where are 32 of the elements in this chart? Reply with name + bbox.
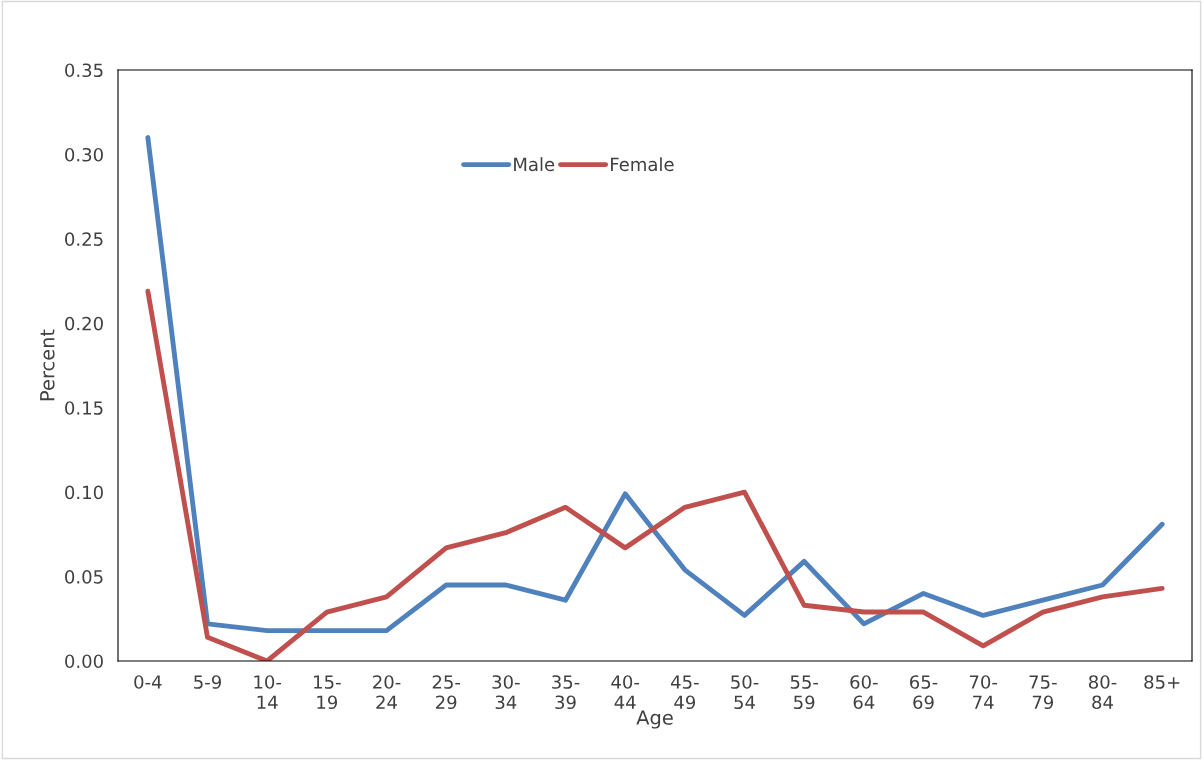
y-tick-label: 0.00 bbox=[65, 654, 103, 669]
x-tick-label: 20- 24 bbox=[373, 675, 401, 709]
x-tick-label: 40- 44 bbox=[611, 675, 640, 709]
y-tick-label: 0.35 bbox=[65, 63, 103, 78]
y-tick-label: 0.05 bbox=[65, 570, 103, 584]
y-tick-label: 0.15 bbox=[65, 401, 103, 415]
x-tick-label: 0-4 bbox=[134, 675, 162, 689]
line-series bbox=[145, 135, 1165, 634]
x-tick-label: 50- 54 bbox=[731, 675, 759, 710]
x-tick-label: 65- 69 bbox=[910, 675, 938, 710]
line-series bbox=[145, 288, 1165, 661]
x-tick-label: 80- 84 bbox=[1088, 675, 1117, 710]
x-tick-label: 30- 34 bbox=[492, 675, 520, 710]
y-tick-label: 0.25 bbox=[65, 232, 103, 246]
x-tick-label: 70- 74 bbox=[969, 675, 998, 709]
x-tick-label: 5-9 bbox=[194, 675, 221, 689]
x-axis-title: Age bbox=[636, 710, 673, 729]
x-tick-label: 45- 49 bbox=[670, 675, 699, 710]
legend-label: Male bbox=[514, 157, 555, 172]
x-tick-label: 10- 14 bbox=[254, 675, 282, 709]
y-tick-label: 0.30 bbox=[65, 147, 103, 162]
y-tick-label: 0.10 bbox=[65, 485, 103, 500]
x-tick-label: 15- 19 bbox=[314, 675, 341, 710]
x-tick-label: 60- 64 bbox=[850, 675, 878, 710]
x-tick-label: 85+ bbox=[1144, 675, 1180, 689]
x-tick-label: 25- 29 bbox=[432, 675, 461, 710]
x-tick-label: 35- 39 bbox=[552, 675, 580, 710]
legend-label: Female bbox=[611, 157, 674, 172]
y-tick-label: 0.20 bbox=[65, 316, 103, 331]
x-tick-label: 75- 79 bbox=[1029, 675, 1057, 710]
y-axis-title: Percent bbox=[40, 329, 55, 401]
x-tick-label: 55- 59 bbox=[790, 675, 819, 710]
